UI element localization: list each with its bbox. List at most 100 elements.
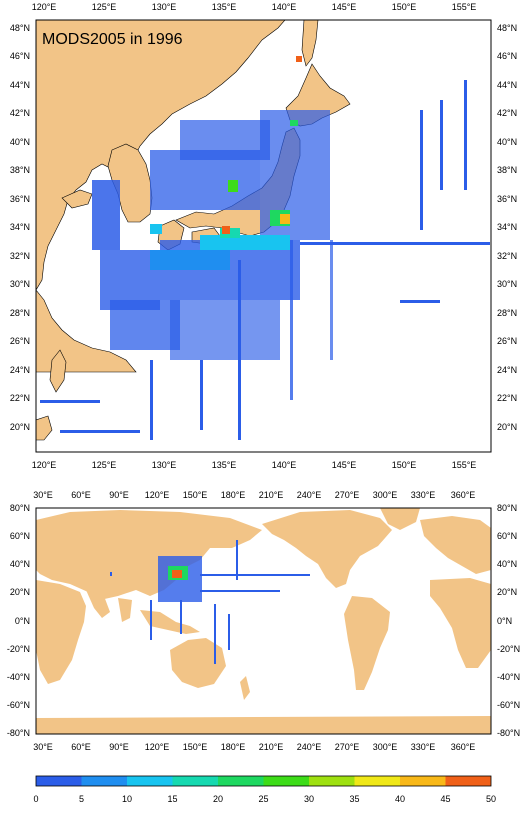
colorbar-swatches — [36, 776, 491, 786]
lat-label: 42°N — [10, 108, 30, 118]
global-lat-labels-right: 80°N 60°N 40°N 20°N 0°N -20°N -40°N -60°… — [497, 503, 520, 738]
lon-label: 270°E — [335, 742, 360, 752]
lat-label: 36°N — [497, 194, 517, 204]
colorbar-swatch — [127, 776, 173, 786]
lat-label: 48°N — [497, 23, 517, 33]
lon-label: 130°E — [152, 460, 177, 470]
lon-label: 240°E — [297, 490, 322, 500]
lon-label: 300°E — [373, 490, 398, 500]
colorbar-label: 15 — [167, 794, 177, 804]
lon-label: 120°E — [145, 490, 170, 500]
lat-label: 0°N — [15, 616, 30, 626]
global-observation-tracks — [110, 540, 310, 664]
lon-label: 125°E — [92, 460, 117, 470]
lon-label: 240°E — [297, 742, 322, 752]
lat-label: 48°N — [10, 23, 30, 33]
lat-label: 46°N — [10, 51, 30, 61]
lon-label: 300°E — [373, 742, 398, 752]
lon-label: 155°E — [452, 2, 477, 12]
lon-label: 60°E — [71, 490, 91, 500]
global-lat-labels-left: 80°N 60°N 40°N 20°N 0°N -20°N -40°N -60°… — [7, 503, 30, 738]
lon-label: 180°E — [221, 490, 246, 500]
lat-label: 24°N — [497, 365, 517, 375]
lat-label: 46°N — [497, 51, 517, 61]
top-map-lon-labels-bottom: 120°E 125°E 130°E 135°E 140°E 145°E 150°… — [32, 460, 477, 470]
lat-label: 44°N — [10, 80, 30, 90]
lat-label: 20°N — [497, 587, 517, 597]
colorbar-swatch — [172, 776, 218, 786]
lat-label: -80°N — [7, 728, 30, 738]
lat-label: 38°N — [497, 165, 517, 175]
lat-label: 60°N — [497, 531, 517, 541]
lon-label: 145°E — [332, 2, 357, 12]
lat-label: 36°N — [10, 194, 30, 204]
colorbar-label: 5 — [79, 794, 84, 804]
regional-land — [36, 20, 351, 441]
lon-label: 140°E — [272, 460, 297, 470]
lat-label: -20°N — [7, 644, 30, 654]
lat-label: 0°N — [497, 616, 512, 626]
lon-label: 140°E — [272, 2, 297, 12]
global-land — [36, 508, 491, 734]
lon-label: 125°E — [92, 2, 117, 12]
lon-label: 150°E — [183, 490, 208, 500]
colorbar-label: 25 — [258, 794, 268, 804]
lat-label: -20°N — [497, 644, 520, 654]
colorbar-swatch — [36, 776, 82, 786]
lon-label: 180°E — [221, 742, 246, 752]
lon-label: 120°E — [32, 460, 57, 470]
regional-map: MODS2005 in 1996 120°E 125°E 130°E 135°E… — [10, 2, 517, 470]
colorbar-swatch — [81, 776, 127, 786]
lat-label: 42°N — [497, 108, 517, 118]
colorbar-label: 0 — [33, 794, 38, 804]
lat-label: 24°N — [10, 365, 30, 375]
lon-label: 360°E — [451, 742, 476, 752]
lat-label: 26°N — [10, 336, 30, 346]
lon-label: 150°E — [183, 742, 208, 752]
lat-label: 22°N — [497, 393, 517, 403]
lat-label: 40°N — [10, 559, 30, 569]
lon-label: 330°E — [411, 742, 436, 752]
lon-label: 130°E — [152, 2, 177, 12]
lat-label: 44°N — [497, 80, 517, 90]
lon-label: 135°E — [212, 2, 237, 12]
lat-label: -40°N — [7, 672, 30, 682]
lon-label: 270°E — [335, 490, 360, 500]
lat-label: 20°N — [10, 587, 30, 597]
colorbar-swatch — [309, 776, 355, 786]
lat-label: 34°N — [497, 222, 517, 232]
lon-label: 60°E — [71, 742, 91, 752]
lon-label: 150°E — [392, 460, 417, 470]
lat-label: 30°N — [497, 279, 517, 289]
colorbar-swatch — [263, 776, 309, 786]
lat-label: -60°N — [497, 700, 520, 710]
lon-label: 90°E — [109, 490, 129, 500]
lat-label: 30°N — [10, 279, 30, 289]
lon-label: 360°E — [451, 490, 476, 500]
lat-label: 32°N — [497, 251, 517, 261]
lon-label: 150°E — [392, 2, 417, 12]
lat-label: 40°N — [497, 137, 517, 147]
colorbar-swatch — [354, 776, 400, 786]
colorbar-swatch — [218, 776, 264, 786]
colorbar-labels: 0 5 10 15 20 25 30 35 40 45 50 — [33, 794, 496, 804]
top-map-lat-labels-right: 48°N 46°N 44°N 42°N 40°N 38°N 36°N 34°N … — [497, 23, 517, 432]
colorbar-label: 45 — [440, 794, 450, 804]
lon-label: 90°E — [109, 742, 129, 752]
lon-label: 30°E — [33, 490, 53, 500]
lon-label: 30°E — [33, 742, 53, 752]
top-map-lat-labels-left: 48°N 46°N 44°N 42°N 40°N 38°N 36°N 34°N … — [10, 23, 30, 432]
top-map-lon-labels-top: 120°E 125°E 130°E 135°E 140°E 145°E 150°… — [32, 2, 477, 12]
lat-label: 60°N — [10, 531, 30, 541]
lon-label: 210°E — [259, 742, 284, 752]
lat-label: 40°N — [497, 559, 517, 569]
lat-label: 80°N — [497, 503, 517, 513]
colorbar-label: 10 — [122, 794, 132, 804]
colorbar: 0 5 10 15 20 25 30 35 40 45 50 — [33, 775, 496, 804]
colorbar-label: 40 — [395, 794, 405, 804]
global-lon-labels-bottom: 30°E 60°E 90°E 120°E 150°E 180°E 210°E 2… — [33, 742, 475, 752]
map-title: MODS2005 in 1996 — [42, 31, 183, 48]
lat-label: 20°N — [10, 422, 30, 432]
colorbar-label: 20 — [213, 794, 223, 804]
